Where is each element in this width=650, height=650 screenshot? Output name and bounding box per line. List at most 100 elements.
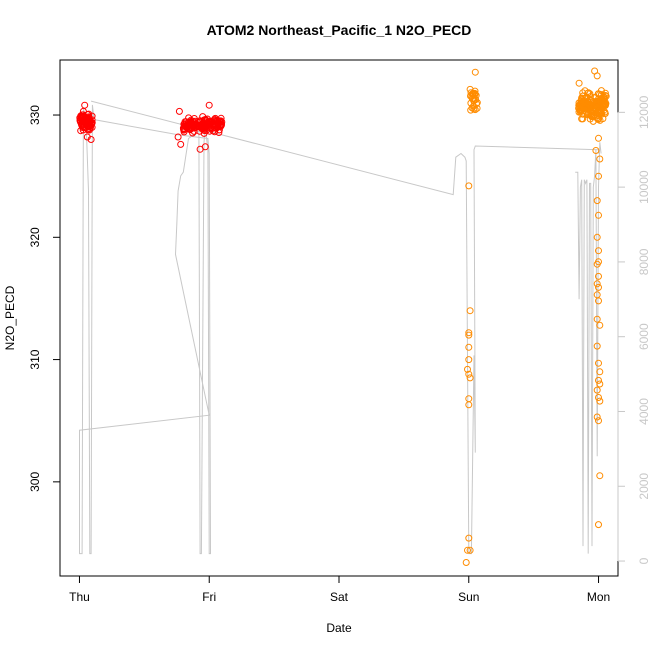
data-point: [76, 114, 84, 122]
data-point: [467, 106, 475, 114]
data-point: [597, 87, 605, 95]
y-axis-right: 0 2000 4000 6000 8000 10000 12000: [617, 95, 650, 564]
data-point: [465, 370, 473, 378]
data-point: [593, 260, 601, 268]
data-point: [81, 101, 89, 109]
altitude-line: [575, 142, 602, 554]
data-point: [196, 145, 204, 153]
altitude-line: [90, 100, 599, 555]
data-point: [595, 359, 602, 367]
data-point: [595, 376, 602, 384]
data-point: [593, 291, 601, 299]
data-point: [466, 307, 474, 315]
data-point: [590, 107, 598, 115]
data-point: [465, 331, 473, 339]
y-tick-label: 310: [28, 349, 42, 369]
data-point: [465, 356, 473, 364]
data-point: [464, 365, 471, 373]
data-point: [79, 107, 87, 115]
x-axis: Thu Fri Sat Sun Mon: [69, 575, 610, 604]
y2-tick-label: 12000: [637, 95, 650, 129]
data-point: [593, 315, 601, 323]
y-tick-label: 330: [28, 105, 42, 125]
data-point: [578, 98, 586, 106]
data-point: [216, 122, 224, 130]
data-point: [581, 98, 589, 106]
data-point: [595, 247, 602, 255]
data-point: [202, 122, 210, 130]
y-axis-left: 300 310 320 330: [28, 105, 60, 492]
x-tick-label: Sun: [458, 590, 479, 604]
data-point: [596, 155, 604, 163]
data-point: [592, 99, 599, 107]
x-tick-label: Mon: [587, 590, 610, 604]
data-point: [595, 172, 602, 180]
data-point: [587, 103, 595, 111]
data-point: [596, 380, 604, 388]
data-point: [582, 95, 590, 103]
data-point: [470, 105, 478, 113]
data-point: [575, 79, 583, 87]
data-point: [77, 118, 85, 126]
data-point: [84, 126, 92, 134]
data-point: [595, 394, 602, 401]
data-point: [596, 472, 604, 480]
data-point: [588, 98, 596, 106]
x-tick-label: Thu: [69, 590, 90, 604]
data-point: [595, 283, 602, 291]
data-point: [195, 123, 203, 131]
data-point: [471, 87, 479, 95]
data-point: [469, 91, 477, 99]
data-point: [593, 233, 601, 241]
data-point: [596, 321, 604, 329]
y2-tick-label: 0: [637, 557, 650, 564]
data-point: [471, 95, 479, 103]
data-point: [465, 343, 473, 351]
data-point: [593, 342, 601, 350]
data-point: [217, 114, 225, 122]
data-point: [595, 134, 602, 142]
data-point: [88, 112, 96, 120]
data-point: [175, 107, 183, 115]
data-point: [591, 111, 598, 119]
data-point: [466, 546, 474, 554]
data-point: [79, 126, 87, 134]
data-point: [595, 272, 602, 280]
altitude-line-layer: [79, 100, 602, 555]
x-tick-label: Fri: [202, 590, 216, 604]
data-point: [205, 101, 213, 109]
data-point: [595, 211, 602, 219]
x-tick-label: Sat: [330, 590, 349, 604]
data-point: [174, 133, 182, 141]
data-point: [462, 559, 470, 566]
data-point: [465, 534, 473, 542]
data-point: [81, 119, 89, 127]
data-point: [468, 95, 476, 103]
data-point: [595, 417, 602, 425]
y2-tick-label: 10000: [637, 170, 650, 204]
y2-tick-label: 8000: [637, 248, 650, 275]
data-point: [586, 90, 594, 98]
data-point: [596, 368, 604, 376]
data-point: [593, 197, 601, 205]
data-point: [579, 89, 587, 97]
data-point: [600, 102, 608, 110]
data-point: [471, 68, 479, 76]
data-point: [595, 521, 602, 529]
y-axis-title: N2O_PECD: [3, 285, 17, 350]
y-tick-label: 320: [28, 227, 42, 247]
data-point: [465, 182, 473, 190]
data-point: [203, 118, 211, 126]
data-point: [593, 72, 601, 80]
data-point: [187, 119, 195, 127]
y2-tick-label: 6000: [637, 323, 650, 350]
data-points-layer: [76, 67, 610, 566]
data-point: [595, 297, 602, 305]
data-point: [579, 115, 587, 123]
data-point: [203, 115, 211, 123]
data-point: [180, 128, 188, 136]
data-point: [464, 546, 471, 554]
plot-area-frame: [59, 59, 619, 577]
data-point: [593, 386, 601, 394]
